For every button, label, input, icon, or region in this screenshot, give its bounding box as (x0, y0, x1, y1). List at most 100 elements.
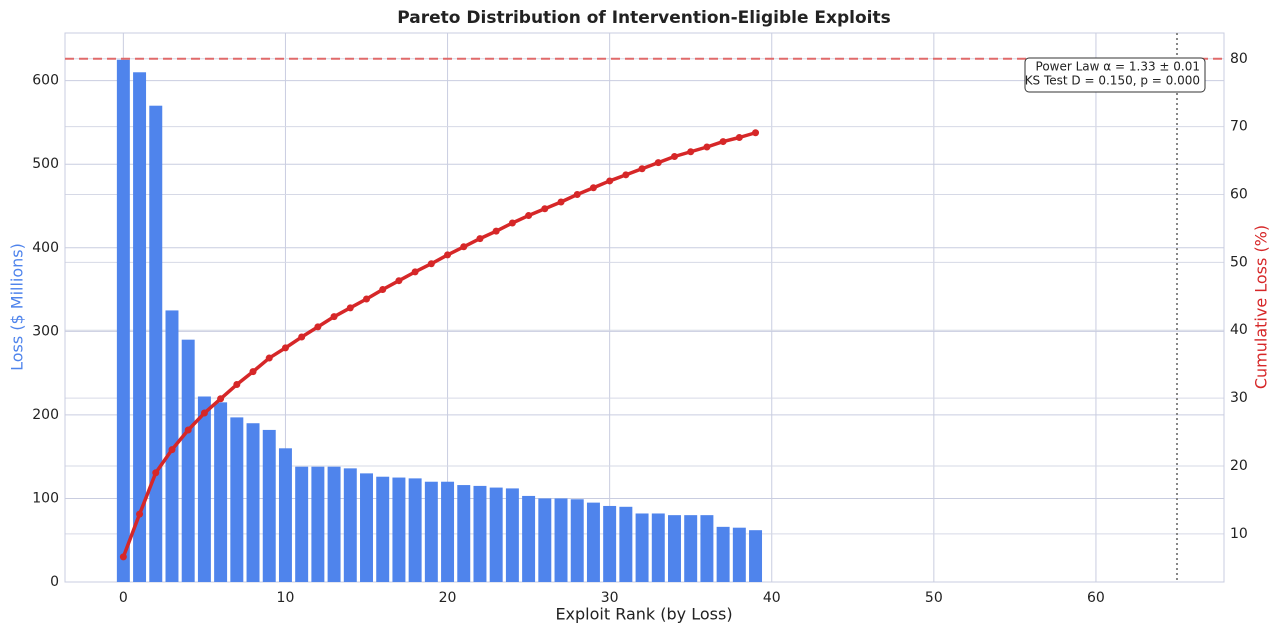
bar (408, 478, 422, 582)
line-point (492, 227, 500, 235)
bar (181, 339, 195, 582)
bar (278, 448, 292, 582)
line-point (444, 251, 452, 259)
y2-tick-label: 70 (1230, 119, 1248, 135)
y-tick-label: 0 (50, 574, 59, 590)
bar (376, 476, 390, 582)
line-point (476, 235, 484, 243)
line-point (687, 148, 695, 156)
line-point (314, 323, 322, 331)
bar (246, 423, 260, 582)
bar (505, 488, 519, 582)
annotation-text: Power Law α = 1.33 ± 0.01 (1036, 60, 1200, 74)
x-tick-label: 50 (925, 590, 943, 606)
bar (360, 473, 373, 582)
bar (684, 515, 698, 582)
bar (668, 515, 681, 582)
line-point (200, 409, 208, 417)
line-point (589, 184, 597, 192)
y2-tick-label: 30 (1230, 390, 1248, 406)
y-tick-label: 100 (32, 490, 59, 506)
bar (262, 429, 276, 582)
line-point (363, 295, 371, 303)
bar (619, 506, 633, 582)
x-tick-label: 10 (277, 590, 295, 606)
bar (392, 477, 406, 582)
bar (457, 485, 471, 582)
bar (214, 402, 228, 582)
y2-tick-label: 20 (1230, 458, 1248, 474)
bar (749, 530, 763, 582)
x-tick-label: 0 (119, 590, 128, 606)
x-tick-label: 40 (763, 590, 781, 606)
bar (116, 59, 130, 582)
y-tick-label: 400 (32, 240, 59, 256)
line-point (395, 277, 403, 285)
cumulative-line (121, 131, 757, 558)
line-point (541, 205, 549, 213)
y-tick-label: 500 (32, 156, 59, 172)
y2-tick-label: 80 (1230, 51, 1248, 67)
line-point (557, 198, 565, 206)
y2-tick-label: 60 (1230, 187, 1248, 203)
bar (716, 526, 730, 582)
x-tick-label: 60 (1087, 590, 1105, 606)
line-point (654, 159, 662, 167)
line-point (330, 313, 338, 321)
bar (133, 72, 147, 582)
bar (586, 502, 600, 582)
bar (230, 417, 244, 582)
line-point (622, 171, 630, 179)
y2-axis-label: Cumulative Loss (%) (1252, 225, 1271, 389)
line-point (606, 177, 614, 185)
bar (327, 466, 341, 582)
line-point (152, 469, 160, 477)
bar (538, 498, 552, 582)
y-axis-label: Loss ($ Millions) (8, 243, 27, 371)
line-point (508, 219, 516, 227)
annotation-text: KS Test D = 0.150, p = 0.000 (1025, 74, 1200, 88)
line-point (460, 243, 468, 251)
y-tick-label: 200 (32, 407, 59, 423)
line-point (379, 286, 387, 294)
line-point (298, 333, 306, 341)
y2-tick-label: 10 (1230, 526, 1248, 542)
y2-tick-label: 50 (1230, 254, 1248, 270)
line-point (703, 143, 711, 151)
line-point (281, 344, 289, 352)
annotation-box (1024, 57, 1206, 93)
line-point (233, 381, 241, 389)
bar (197, 396, 211, 582)
chart-title: Pareto Distribution of Intervention-Elig… (397, 8, 890, 28)
line-point (136, 510, 144, 518)
bar (732, 527, 746, 582)
bar (570, 499, 584, 582)
bar (424, 481, 438, 582)
x-tick-label: 30 (601, 590, 619, 606)
y-tick-label: 300 (32, 323, 59, 339)
line-point (249, 368, 257, 376)
bar (295, 466, 309, 582)
line-point (119, 553, 127, 561)
bar (651, 513, 665, 582)
line-point (346, 304, 354, 312)
bar (473, 485, 487, 582)
bar (700, 515, 714, 582)
bar (635, 513, 649, 582)
line-point (735, 134, 743, 142)
bar (603, 505, 617, 582)
line-point (217, 395, 225, 403)
line-point (573, 191, 581, 199)
line-point (670, 153, 678, 161)
line-point (168, 446, 176, 454)
line-point (265, 354, 273, 362)
bar (489, 487, 503, 582)
bar (554, 498, 568, 582)
y2-tick-label: 40 (1230, 322, 1248, 338)
line-point (411, 268, 419, 276)
line-point (184, 426, 192, 434)
line-point (638, 165, 646, 173)
line-point (525, 212, 533, 220)
line-point (427, 260, 435, 268)
